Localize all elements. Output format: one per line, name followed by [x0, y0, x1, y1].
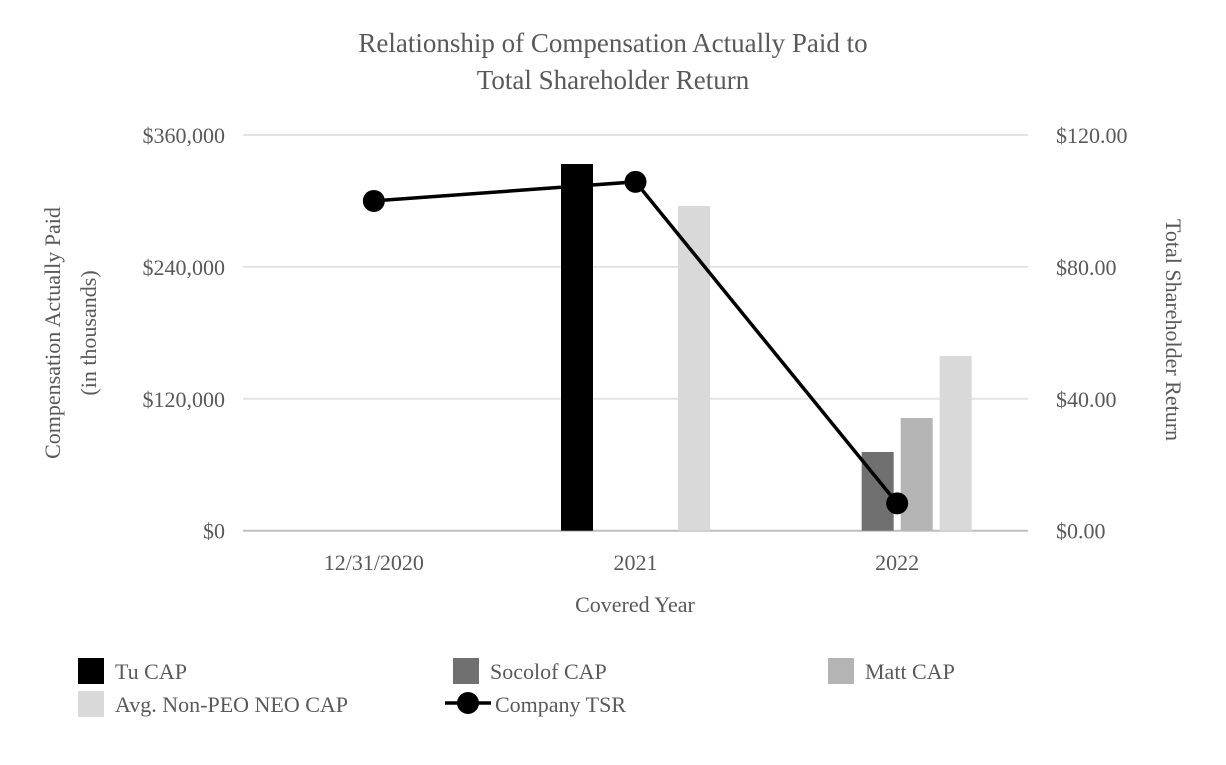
tsr-marker — [886, 492, 909, 515]
y2-tick-label: $0.00 — [1056, 519, 1106, 544]
legend-marker — [457, 692, 479, 714]
x-tick-label: 2022 — [875, 550, 919, 575]
bar — [939, 356, 972, 531]
legend-label: Avg. Non-PEO NEO CAP — [115, 692, 348, 717]
chart-title-line-2: Total Shareholder Return — [477, 65, 750, 95]
y-tick-label: $360,000 — [143, 123, 226, 148]
y2-axis-label: Total Shareholder Return — [1161, 219, 1186, 441]
bar — [900, 418, 933, 531]
bar — [561, 164, 593, 531]
tsr-line — [373, 180, 899, 505]
legend-swatch — [453, 658, 479, 684]
legend-swatch — [78, 658, 104, 684]
y2-tick-label: $120.00 — [1056, 123, 1128, 148]
y-tick-label: $240,000 — [143, 255, 226, 280]
y-axis-label-line-1: Compensation Actually Paid — [40, 207, 65, 459]
x-tick-label: 12/31/2020 — [324, 550, 424, 575]
legend-label: Tu CAP — [115, 659, 187, 684]
tsr-marker — [362, 189, 385, 212]
legend-label: Matt CAP — [865, 659, 955, 684]
legend-label: Socolof CAP — [490, 659, 607, 684]
legend-swatch — [78, 691, 104, 717]
x-axis-label: Covered Year — [575, 592, 695, 617]
y-tick-label: $0 — [203, 519, 225, 544]
bar — [678, 206, 710, 531]
y2-tick-label: $80.00 — [1056, 255, 1117, 280]
y2-tick-label: $40.00 — [1056, 387, 1117, 412]
tsr-marker — [624, 170, 647, 193]
chart-title-line-1: Relationship of Compensation Actually Pa… — [358, 28, 867, 58]
legend-swatch — [828, 658, 854, 684]
y-tick-label: $120,000 — [143, 387, 226, 412]
y-axis-label-line-2: (in thousands) — [76, 270, 101, 395]
x-tick-label: 2021 — [614, 550, 658, 575]
legend-label: Company TSR — [495, 692, 626, 717]
